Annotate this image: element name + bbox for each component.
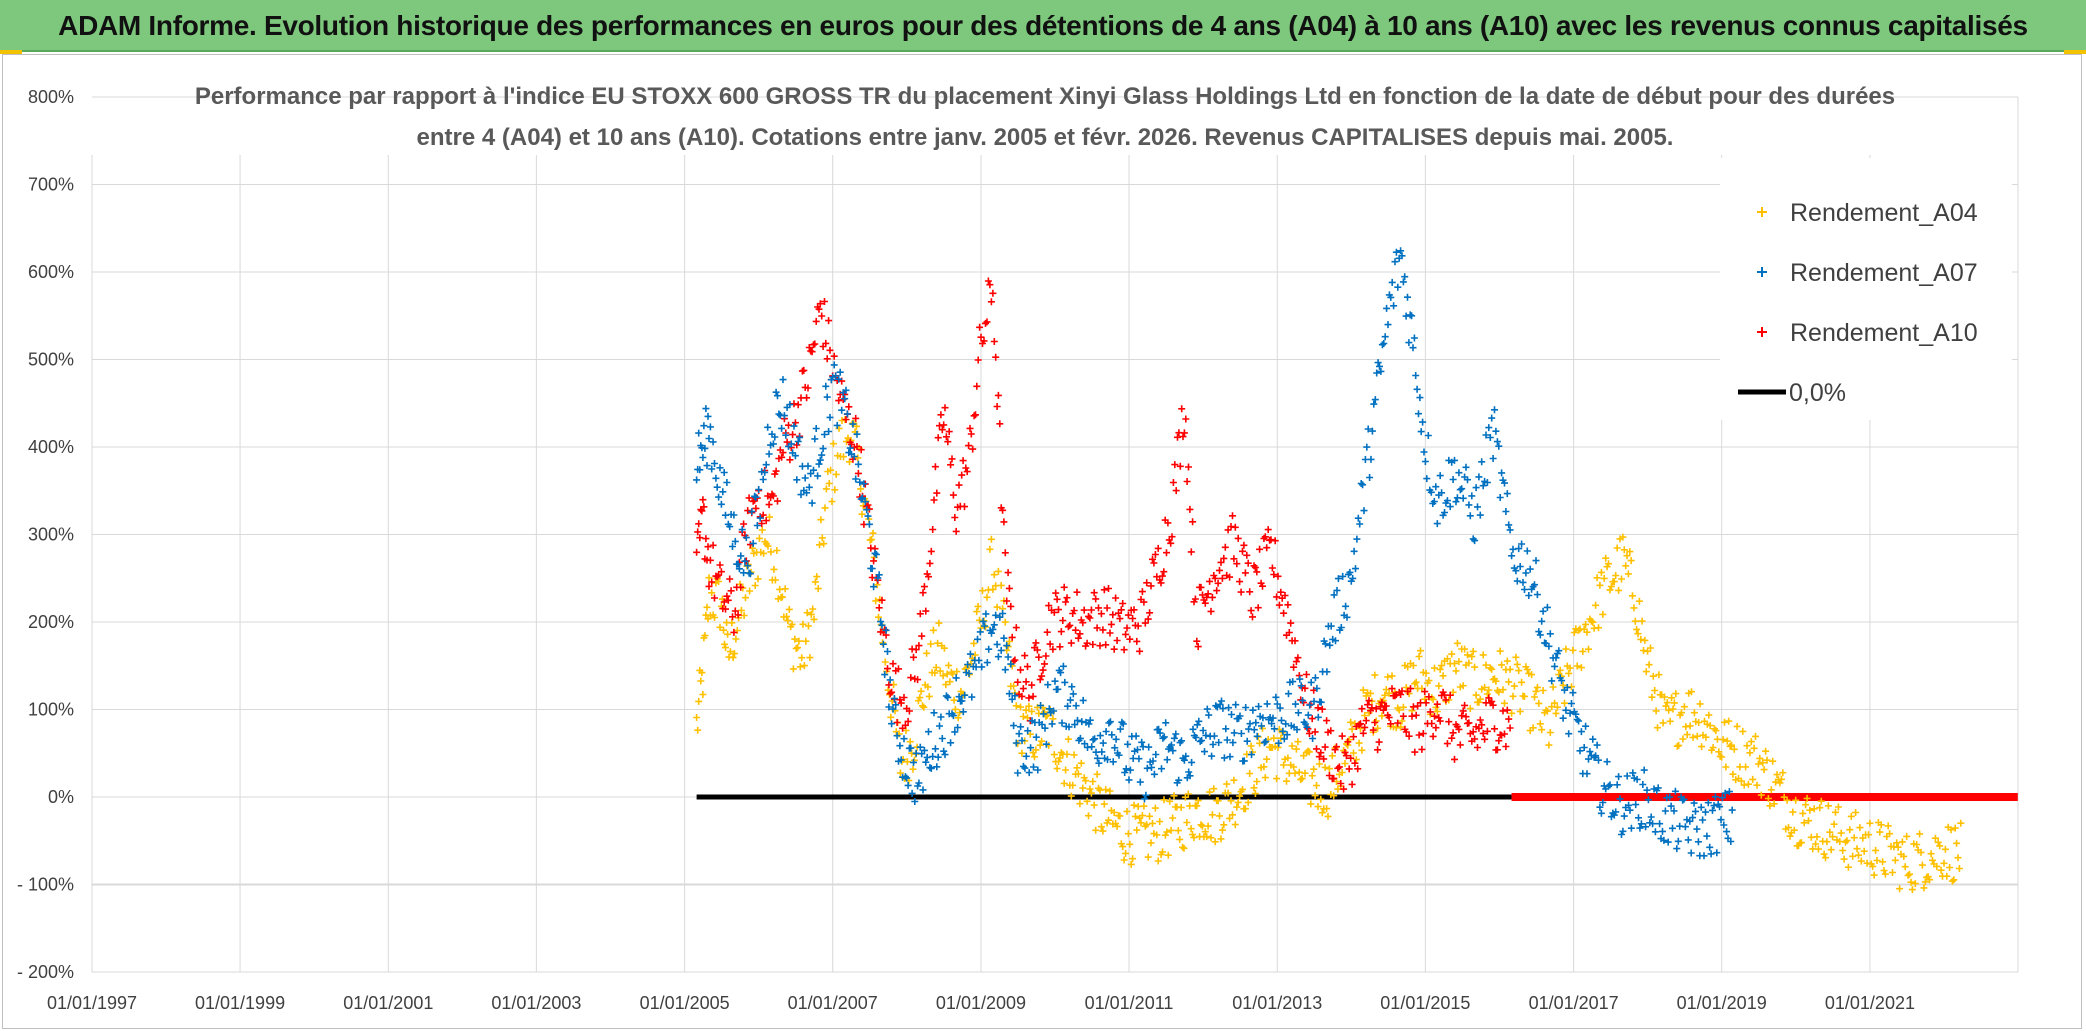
legend: Rendement_A04 Rendement_A07 Rendement_A10 0… bbox=[1738, 199, 1978, 407]
y-tick-label: 300% bbox=[28, 525, 74, 545]
x-tick-label: 01/01/2013 bbox=[1232, 993, 1322, 1013]
chart-title-line-2: entre 4 (A04) et 10 ans (A10). Cotations… bbox=[417, 124, 1674, 151]
legend-marker bbox=[1757, 207, 1767, 217]
y-tick-label: 200% bbox=[28, 612, 74, 632]
series-a10-layer bbox=[693, 277, 1514, 793]
legend-box bbox=[1720, 158, 2012, 420]
y-tick-label: 700% bbox=[28, 175, 74, 195]
series-a04-layer bbox=[693, 416, 1965, 894]
x-tick-label: 01/01/2017 bbox=[1529, 993, 1619, 1013]
legend-marker bbox=[1757, 267, 1767, 277]
x-tick-label: 01/01/2021 bbox=[1825, 993, 1915, 1013]
banner-title: ADAM Informe. Evolution historique des p… bbox=[58, 10, 2028, 41]
x-tick-label: 01/01/2007 bbox=[788, 993, 878, 1013]
legend-label: Rendement_A07 bbox=[1790, 259, 1978, 287]
legend-marker bbox=[1757, 327, 1767, 337]
chart-title-line-1: Performance par rapport à l'indice EU ST… bbox=[195, 83, 1895, 110]
y-tick-label: 600% bbox=[28, 262, 74, 282]
x-tick-label: 01/01/2001 bbox=[343, 993, 433, 1013]
series-a10-markers bbox=[693, 277, 1514, 793]
y-tick-label: - 100% bbox=[17, 875, 74, 895]
tick-layer: - 200% - 100% 0% 100% 200% 300% 400% 500% 600% 70… bbox=[17, 87, 1915, 1013]
y-tick-label: 0% bbox=[48, 787, 74, 807]
series-a07-layer bbox=[693, 247, 1736, 860]
y-tick-label: - 200% bbox=[17, 962, 74, 982]
series-a04-markers bbox=[693, 416, 1965, 894]
x-tick-label: 01/01/1999 bbox=[195, 993, 285, 1013]
series-a07-markers bbox=[693, 247, 1736, 860]
x-tick-label: 01/01/2015 bbox=[1380, 993, 1470, 1013]
x-tick-label: 01/01/2003 bbox=[491, 993, 581, 1013]
y-tick-label: 500% bbox=[28, 350, 74, 370]
y-tick-label: 400% bbox=[28, 437, 74, 457]
report-banner: ADAM Informe. Evolution historique des p… bbox=[0, 0, 2086, 52]
x-tick-label: 01/01/2009 bbox=[936, 993, 1026, 1013]
x-tick-label: 01/01/2005 bbox=[640, 993, 730, 1013]
x-tick-label: 01/01/1997 bbox=[47, 993, 137, 1013]
x-tick-label: 01/01/2011 bbox=[1085, 993, 1174, 1013]
legend-label: 0,0% bbox=[1789, 379, 1846, 407]
chart-frame bbox=[2, 54, 2082, 1029]
y-tick-label: 800% bbox=[28, 87, 74, 107]
y-tick-label: 100% bbox=[28, 700, 74, 720]
x-tick-label: 01/01/2019 bbox=[1677, 993, 1767, 1013]
left-corner-accent bbox=[0, 50, 22, 54]
legend-label: Rendement_A10 bbox=[1790, 319, 1978, 347]
right-corner-accent bbox=[2064, 50, 2086, 54]
legend-label: Rendement_A04 bbox=[1790, 199, 1978, 227]
